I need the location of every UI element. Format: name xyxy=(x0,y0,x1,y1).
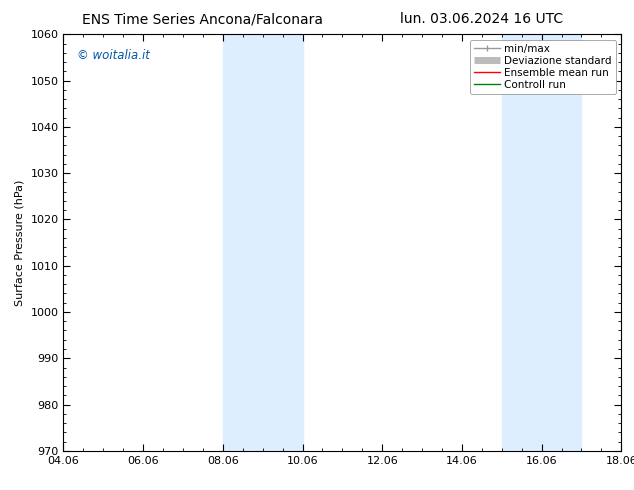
Legend: min/max, Deviazione standard, Ensemble mean run, Controll run: min/max, Deviazione standard, Ensemble m… xyxy=(470,40,616,94)
Bar xyxy=(223,34,302,451)
Text: ENS Time Series Ancona/Falconara: ENS Time Series Ancona/Falconara xyxy=(82,12,323,26)
Text: © woitalia.it: © woitalia.it xyxy=(77,49,150,62)
Text: lun. 03.06.2024 16 UTC: lun. 03.06.2024 16 UTC xyxy=(400,12,564,26)
Bar xyxy=(501,34,581,451)
Y-axis label: Surface Pressure (hPa): Surface Pressure (hPa) xyxy=(15,179,25,306)
